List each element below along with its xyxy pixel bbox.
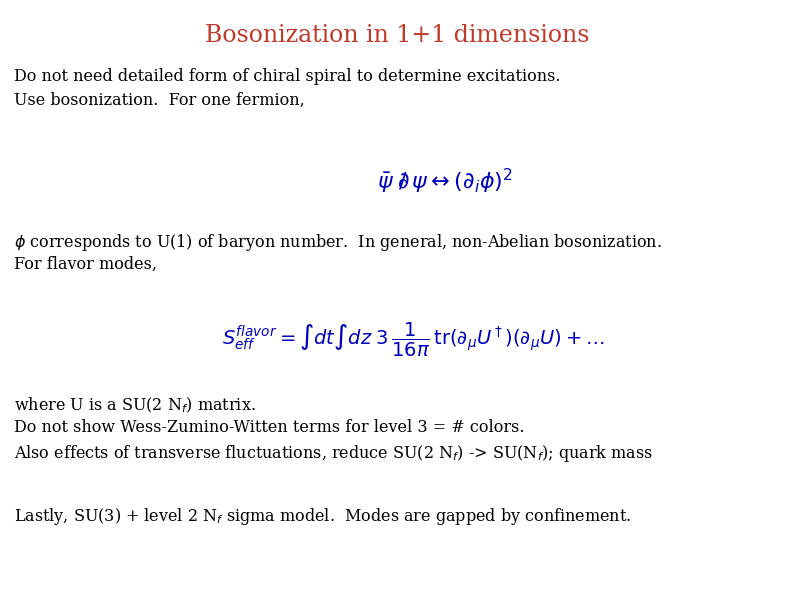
Text: $S_{eff}^{flavor} = \int dt \int dz\; 3\, \dfrac{1}{16\pi}\, \mathrm{tr}(\partia: $S_{eff}^{flavor} = \int dt \int dz\; 3\…	[222, 321, 604, 359]
Text: Bosonization in 1+1 dimensions: Bosonization in 1+1 dimensions	[205, 24, 589, 47]
Text: Lastly, SU(3) + level 2 N$_f$ sigma model.  Modes are gapped by confinement.: Lastly, SU(3) + level 2 N$_f$ sigma mode…	[14, 506, 631, 527]
Text: Use bosonization.  For one fermion,: Use bosonization. For one fermion,	[14, 92, 305, 109]
Text: where U is a SU(2 N$_f$) matrix.: where U is a SU(2 N$_f$) matrix.	[14, 396, 256, 415]
Text: $\phi$ corresponds to U(1) of baryon number.  In general, non-Abelian bosonizati: $\phi$ corresponds to U(1) of baryon num…	[14, 232, 662, 253]
Text: Do not need detailed form of chiral spiral to determine excitations.: Do not need detailed form of chiral spir…	[14, 68, 561, 86]
Text: $\bar{\psi}\; \partial\!\!\!/\; \psi \leftrightarrow (\partial_i \phi)^2$: $\bar{\psi}\; \partial\!\!\!/\; \psi \le…	[376, 167, 513, 196]
Text: Do not show Wess-Zumino-Witten terms for level 3 = # colors.: Do not show Wess-Zumino-Witten terms for…	[14, 419, 525, 437]
Text: For flavor modes,: For flavor modes,	[14, 256, 157, 273]
Text: Also effects of transverse fluctuations, reduce SU(2 N$_f$) -> SU(N$_f$); quark : Also effects of transverse fluctuations,…	[14, 443, 653, 464]
